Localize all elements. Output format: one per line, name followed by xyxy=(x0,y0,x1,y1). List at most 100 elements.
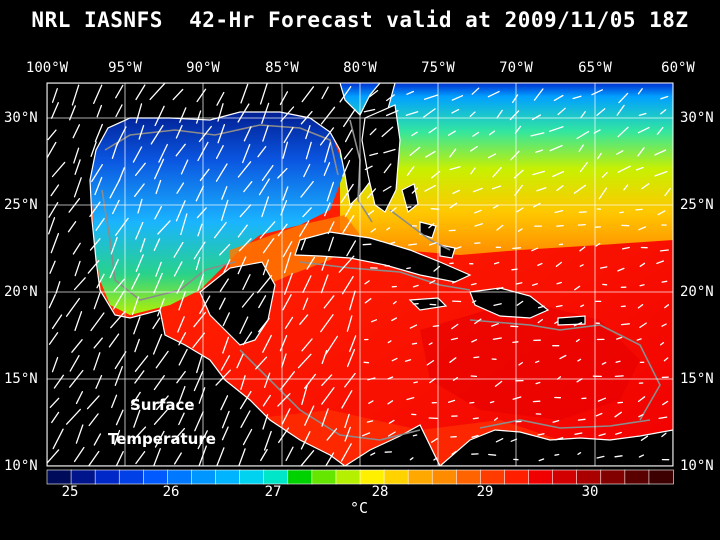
wind-vector xyxy=(239,204,252,218)
wind-vector xyxy=(473,356,480,359)
wind-vector xyxy=(471,300,477,303)
wind-vector xyxy=(90,141,97,157)
wind-vector xyxy=(515,282,523,285)
wind-vector xyxy=(510,150,520,161)
wind-vector xyxy=(300,180,314,198)
wind-vector xyxy=(285,446,294,462)
wind-vector xyxy=(474,223,483,227)
wind-vector xyxy=(411,342,418,345)
wind-vector xyxy=(346,315,353,332)
wind-vector xyxy=(55,281,61,294)
wind-vector xyxy=(281,408,291,425)
wind-vector xyxy=(258,178,270,196)
wind-vector xyxy=(111,142,119,159)
wind-vector xyxy=(95,374,103,389)
wind-vector xyxy=(132,146,143,163)
wind-vector xyxy=(424,184,436,192)
wind-vector xyxy=(258,317,270,333)
wind-vector xyxy=(327,221,335,235)
wind-vector xyxy=(532,170,545,176)
wind-vector xyxy=(301,385,308,406)
wind-vector xyxy=(111,394,118,409)
colorbar xyxy=(46,469,674,485)
wind-vector xyxy=(369,89,379,98)
wind-vector xyxy=(325,452,335,466)
wind-vector xyxy=(654,170,668,177)
wind-vector xyxy=(282,186,289,201)
wind-vector xyxy=(637,396,646,403)
wind-vector xyxy=(552,419,560,423)
wind-vector xyxy=(284,316,294,329)
lon-label: 70°W xyxy=(499,60,533,76)
wind-vector xyxy=(491,185,502,190)
wind-vector xyxy=(279,91,289,106)
wind-vector xyxy=(303,163,311,178)
wind-vector xyxy=(433,265,441,272)
lat-label-left: 20°N xyxy=(4,284,38,300)
wind-vector xyxy=(177,385,186,406)
wind-vector xyxy=(487,90,500,98)
wind-vector xyxy=(192,332,205,349)
wind-vector xyxy=(383,148,396,154)
colorbar-swatch xyxy=(335,469,361,485)
wind-vector xyxy=(580,110,586,119)
wind-vector xyxy=(277,393,291,407)
wind-vector xyxy=(96,104,103,118)
wind-vector xyxy=(259,83,268,105)
wind-vector xyxy=(493,261,500,265)
wind-vector xyxy=(94,176,103,196)
wind-vector xyxy=(386,227,391,231)
wind-vector xyxy=(216,447,225,466)
wind-vector xyxy=(219,243,231,256)
wind-vector xyxy=(389,241,396,245)
wind-vector xyxy=(617,267,625,272)
wind-vector xyxy=(152,333,163,355)
wind-vector xyxy=(115,84,124,99)
wind-vector xyxy=(282,240,293,258)
colorbar-swatch xyxy=(46,469,72,485)
wind-vector xyxy=(580,304,585,308)
wind-vector xyxy=(489,400,495,404)
wind-vector xyxy=(114,429,121,446)
wind-vector xyxy=(112,199,120,215)
wind-vector xyxy=(449,202,458,209)
wind-vector xyxy=(405,111,419,116)
wind-vector xyxy=(305,141,312,160)
wind-vector xyxy=(496,109,503,119)
wind-vector xyxy=(133,409,141,428)
wind-vector xyxy=(404,359,412,362)
wind-vector xyxy=(52,428,64,450)
wind-vector xyxy=(663,357,669,362)
wind-vector xyxy=(433,457,438,461)
colorbar-tick: 30 xyxy=(581,484,599,500)
wind-vector xyxy=(660,95,669,100)
wind-vector xyxy=(237,256,247,275)
wind-vector xyxy=(261,102,270,124)
wind-vector xyxy=(598,433,606,437)
wind-vector xyxy=(153,448,161,466)
wind-vector xyxy=(369,152,379,157)
wind-vector xyxy=(552,170,565,178)
wind-vector xyxy=(616,336,623,340)
wind-vector xyxy=(469,401,475,404)
wind-vector xyxy=(535,360,540,364)
wind-vector xyxy=(406,206,412,208)
wind-vector xyxy=(555,304,563,308)
wind-vector xyxy=(67,221,77,233)
wind-vector xyxy=(193,311,207,328)
wind-vector xyxy=(512,247,522,250)
wind-vector xyxy=(93,433,102,446)
wind-vector xyxy=(153,272,163,294)
wind-vector xyxy=(449,357,457,363)
wind-vector xyxy=(213,221,227,239)
wind-vector xyxy=(304,405,315,426)
wind-vector xyxy=(597,152,602,160)
lon-label: 95°W xyxy=(108,60,142,76)
wind-vector xyxy=(180,159,189,175)
wind-vector xyxy=(261,196,270,218)
colorbar-swatch xyxy=(191,469,217,485)
wind-vector xyxy=(344,203,353,217)
wind-vector xyxy=(449,148,457,158)
lon-label: 65°W xyxy=(578,60,612,76)
